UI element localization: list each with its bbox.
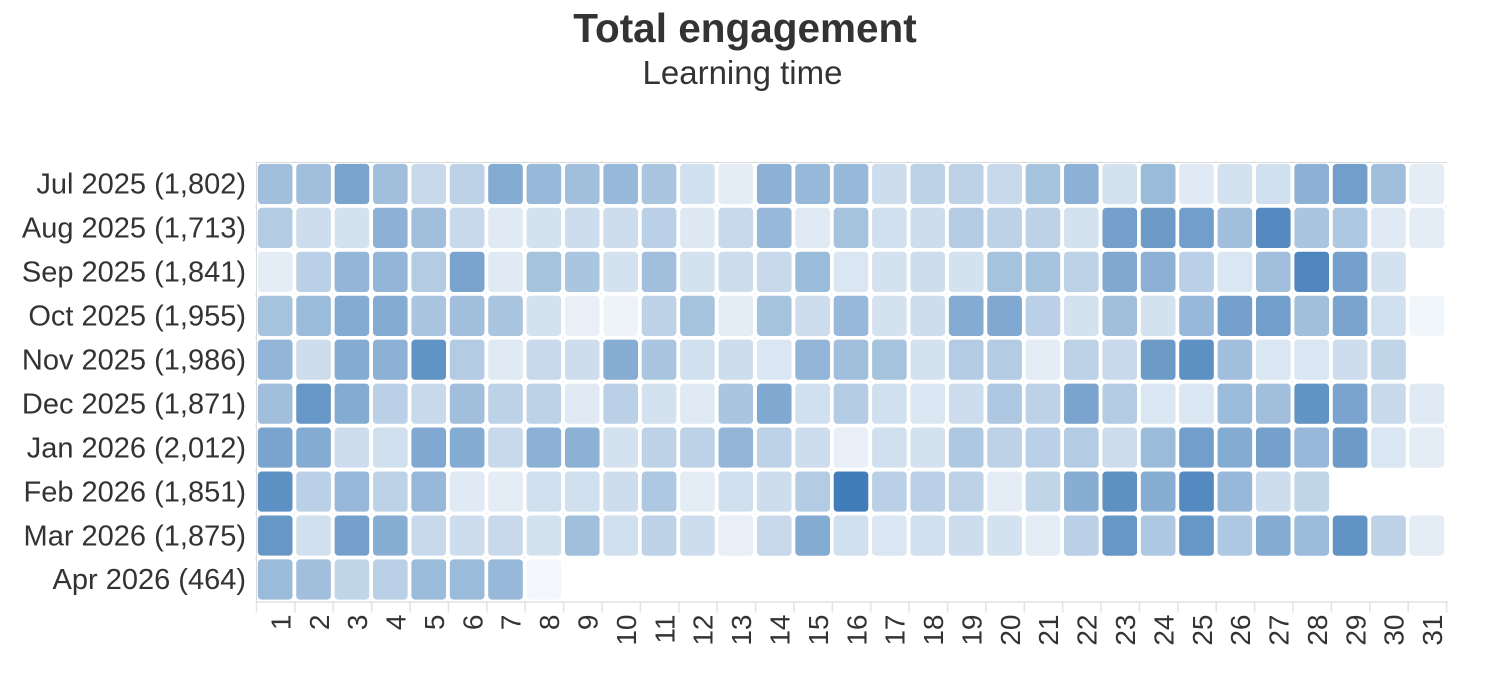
svg-text:Oct 2025 (1,955): Oct 2025 (1,955) [28, 301, 246, 333]
svg-text:Jul 2025 (1,802): Jul 2025 (1,802) [36, 169, 246, 201]
svg-text:26: 26 [1225, 615, 1256, 646]
svg-text:Mar 2026 (1,875): Mar 2026 (1,875) [24, 520, 246, 552]
svg-text:18: 18 [918, 615, 949, 646]
svg-text:1: 1 [265, 615, 296, 631]
svg-text:10: 10 [611, 615, 642, 646]
svg-text:25: 25 [1187, 615, 1218, 646]
svg-text:Feb 2026 (1,851): Feb 2026 (1,851) [24, 476, 246, 508]
svg-text:Jan 2026 (2,012): Jan 2026 (2,012) [27, 432, 246, 464]
svg-text:28: 28 [1302, 615, 1333, 646]
svg-text:9: 9 [573, 615, 604, 631]
svg-text:14: 14 [764, 615, 795, 646]
svg-text:4: 4 [381, 615, 412, 631]
svg-text:6: 6 [457, 615, 488, 631]
svg-text:7: 7 [496, 615, 527, 631]
svg-text:Learning time: Learning time [643, 54, 843, 91]
svg-text:3: 3 [342, 615, 373, 631]
svg-text:8: 8 [534, 615, 565, 631]
svg-text:Total engagement: Total engagement [573, 5, 917, 51]
svg-text:Nov 2025 (1,986): Nov 2025 (1,986) [22, 344, 246, 376]
svg-text:5: 5 [419, 615, 450, 631]
svg-text:31: 31 [1417, 615, 1448, 646]
svg-text:29: 29 [1340, 615, 1371, 646]
svg-text:17: 17 [880, 615, 911, 646]
svg-text:24: 24 [1148, 615, 1179, 646]
svg-text:Sep 2025 (1,841): Sep 2025 (1,841) [22, 257, 246, 289]
svg-text:22: 22 [1072, 615, 1103, 646]
svg-text:27: 27 [1264, 615, 1295, 646]
svg-text:20: 20 [995, 615, 1026, 646]
svg-text:12: 12 [688, 615, 719, 646]
svg-text:11: 11 [649, 615, 680, 644]
svg-text:16: 16 [841, 615, 872, 646]
svg-text:Dec 2025 (1,871): Dec 2025 (1,871) [22, 388, 246, 420]
svg-text:Aug 2025 (1,713): Aug 2025 (1,713) [22, 213, 246, 245]
svg-text:13: 13 [726, 615, 757, 646]
svg-text:23: 23 [1110, 615, 1141, 646]
svg-text:2: 2 [304, 615, 335, 631]
svg-text:15: 15 [803, 615, 834, 646]
svg-text:Apr 2026 (464): Apr 2026 (464) [53, 564, 246, 596]
svg-text:21: 21 [1033, 615, 1064, 646]
svg-text:19: 19 [956, 615, 987, 646]
svg-text:30: 30 [1379, 615, 1410, 646]
